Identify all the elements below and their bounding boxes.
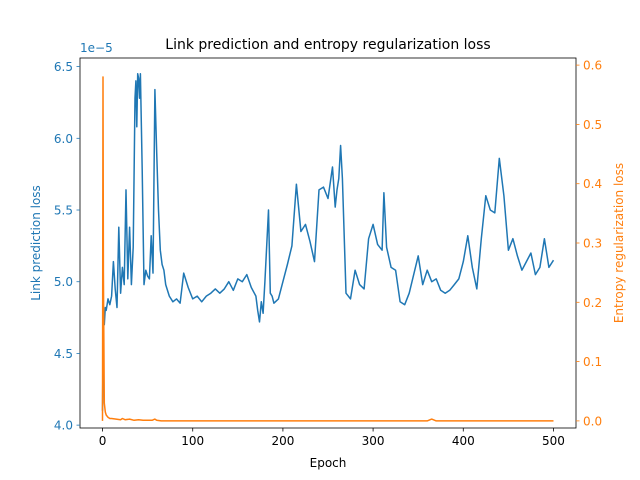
x-tick-label: 100 [181, 434, 204, 448]
y-right-tick-label: 0.0 [583, 414, 602, 428]
y-right-tick-label: 0.3 [583, 237, 602, 251]
y-right-tick-label: 0.5 [583, 118, 602, 132]
left-axis-offset-label: 1e−5 [80, 41, 113, 55]
y-axis-label-right: Entropy regularization loss [612, 163, 626, 323]
y-left-tick-label: 5.5 [54, 204, 73, 218]
y-left-tick-label: 6.5 [54, 60, 73, 74]
x-tick-label: 300 [362, 434, 385, 448]
y-left-tick-label: 4.5 [54, 347, 73, 361]
series-group [101, 73, 555, 422]
x-tick-label: 0 [99, 434, 107, 448]
y-right-tick-label: 0.2 [583, 296, 602, 310]
y-right-tick-label: 0.4 [583, 177, 602, 191]
chart-title: Link prediction and entropy regularizati… [165, 37, 490, 53]
axis-ticks: 0 100 200 300 400 500 4.0 4.5 5.0 5.5 6.0 6.5 0.0 0.1… [54, 59, 602, 448]
x-tick-label: 500 [542, 434, 565, 448]
y-axis-label-left: Link prediction loss [29, 185, 43, 301]
x-axis-label: Epoch [310, 456, 347, 470]
series-line-link-prediction [101, 73, 555, 411]
y-right-tick-label: 0.6 [583, 59, 602, 73]
y-left-tick-label: 4.0 [54, 419, 73, 433]
y-right-tick-label: 0.1 [583, 355, 602, 369]
y-left-tick-label: 5.0 [54, 275, 73, 289]
x-tick-label: 200 [271, 434, 294, 448]
series-line-entropy-regularization [101, 76, 554, 422]
x-tick-label: 400 [452, 434, 475, 448]
y-left-tick-label: 6.0 [54, 132, 73, 146]
